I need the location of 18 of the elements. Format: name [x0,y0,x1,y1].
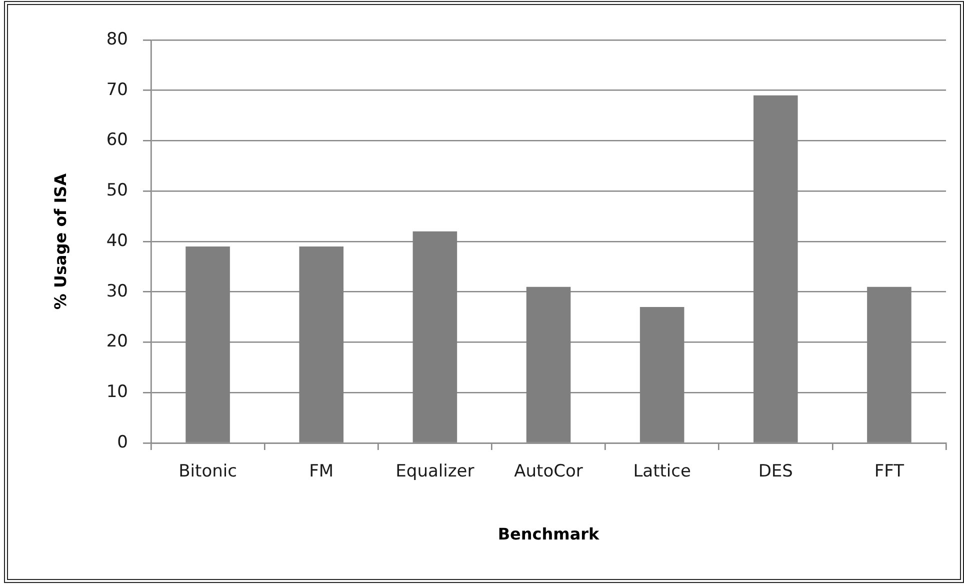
x-tick-label: Bitonic [178,462,237,482]
y-tick-label: 10 [106,382,128,402]
x-tick-label: Equalizer [396,462,474,482]
y-tick-label: 0 [117,432,128,452]
x-tick-label: Lattice [633,462,691,482]
y-tick-label: 30 [106,281,128,302]
x-tick-label: FFT [874,462,905,482]
y-tick-label: 60 [106,130,128,150]
x-tick-label: DES [758,462,793,482]
y-axis-title: % Usage of ISA [50,172,70,310]
y-tick-label: 40 [106,230,128,251]
x-axis-title: Benchmark [498,524,600,544]
x-tick-label: FM [309,462,334,482]
y-tick-label: 20 [106,332,128,352]
y-tick-label: 70 [106,80,128,100]
x-tick-label: AutoCor [514,462,583,482]
y-tick-label: 50 [106,180,128,201]
y-tick-label: 80 [106,29,128,50]
